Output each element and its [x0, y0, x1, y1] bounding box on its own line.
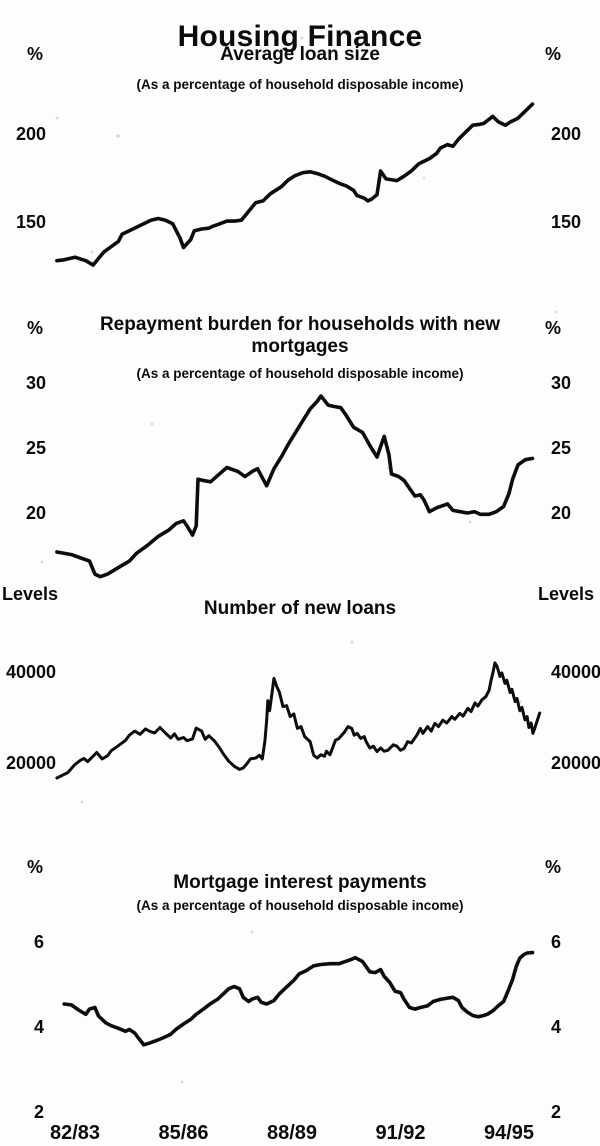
x-tick-label: 82/83	[49, 1122, 101, 1144]
y-tick-label-right: 30	[551, 373, 572, 393]
y-tick-label-right: 6	[551, 932, 562, 952]
panel-subtitle: (As a percentage of household disposable…	[136, 366, 464, 381]
x-tick-label: 88/89	[266, 1122, 318, 1144]
y-tick-label-right: 200	[551, 124, 582, 144]
x-tick-label: 91/92	[375, 1122, 426, 1144]
y-tick-label-left: 2	[33, 1102, 44, 1122]
y-tick-label-right: 25	[551, 438, 572, 458]
panel-title: Repayment burden for households with new…	[99, 314, 501, 358]
y-tick-label-right: 2	[551, 1102, 562, 1122]
panel-title: Number of new loans	[203, 598, 397, 619]
y-axis-unit-right: Levels	[538, 584, 595, 604]
y-tick-label-left: 20000	[5, 753, 56, 773]
y-axis-unit-left: %	[26, 318, 43, 338]
y-tick-label-left: 20	[25, 503, 46, 523]
panel-title: Average loan size	[220, 44, 380, 65]
y-axis-unit-right: %	[544, 857, 561, 877]
y-tick-label-left: 200	[15, 124, 46, 144]
y-tick-label-left: 25	[25, 438, 46, 458]
y-axis-unit-right: %	[544, 318, 561, 338]
y-tick-label-left: 30	[25, 373, 46, 393]
y-tick-label-left: 150	[15, 212, 46, 232]
y-tick-label-right: 40000	[551, 662, 600, 682]
y-tick-label-right: 20000	[551, 753, 600, 773]
y-tick-label-left: 4	[33, 1017, 44, 1037]
y-axis-unit-left: %	[26, 857, 43, 877]
y-tick-label-left: 40000	[5, 662, 56, 682]
y-axis-unit-left: Levels	[2, 584, 59, 604]
x-tick-label: 94/95	[483, 1122, 535, 1144]
panel-subtitle: (As a percentage of household disposable…	[136, 898, 464, 913]
x-tick-label: 85/86	[158, 1122, 209, 1144]
y-tick-label-left: 6	[33, 932, 44, 952]
page-title: Housing Finance	[177, 20, 423, 54]
y-tick-label-right: 20	[551, 503, 572, 523]
panel-subtitle: (As a percentage of household disposable…	[136, 77, 464, 92]
y-tick-label-right: 4	[551, 1017, 562, 1037]
y-tick-label-right: 150	[551, 212, 582, 232]
y-axis-unit-left: %	[26, 44, 43, 64]
y-axis-unit-right: %	[544, 44, 561, 64]
panel-title: Mortgage interest payments	[173, 872, 427, 893]
